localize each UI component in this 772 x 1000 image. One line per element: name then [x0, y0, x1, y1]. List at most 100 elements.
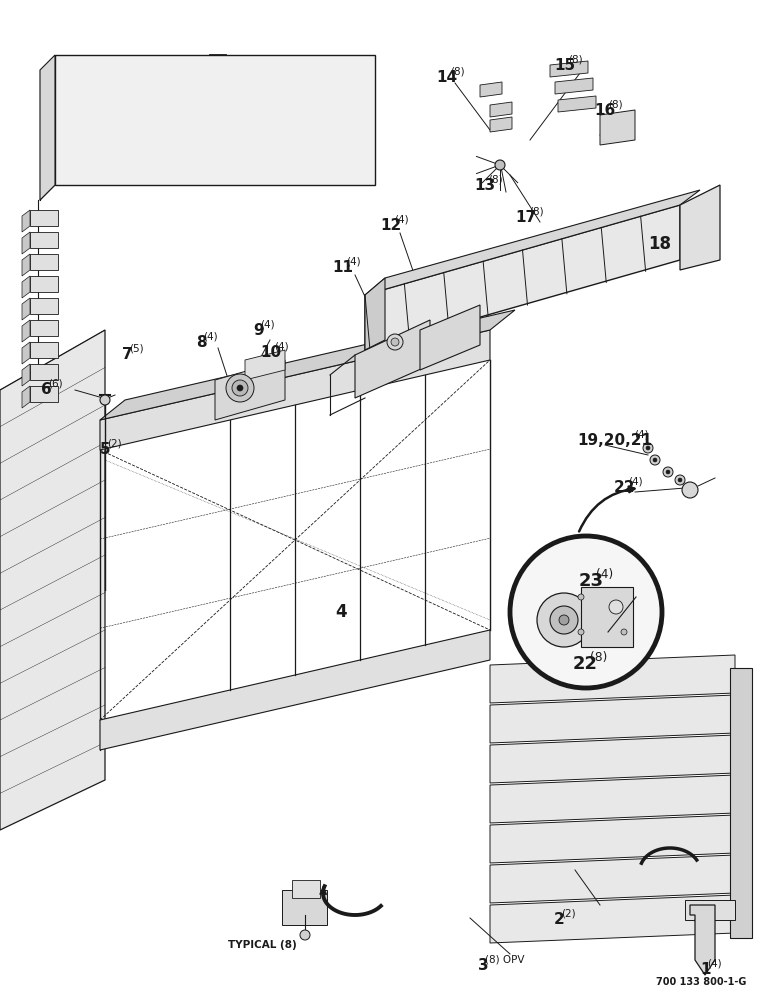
Text: (8): (8) [568, 55, 583, 65]
Polygon shape [100, 630, 490, 750]
Text: (6): (6) [48, 379, 63, 389]
Text: (8): (8) [608, 100, 623, 110]
Text: 23: 23 [579, 572, 604, 590]
Polygon shape [365, 190, 700, 295]
Bar [282, 890, 327, 925]
Text: 9: 9 [253, 323, 263, 338]
Circle shape [675, 475, 685, 485]
Polygon shape [30, 342, 58, 358]
Polygon shape [30, 298, 58, 314]
Polygon shape [490, 735, 735, 783]
Circle shape [391, 338, 399, 346]
Polygon shape [490, 815, 735, 863]
Text: 7: 7 [122, 347, 133, 362]
Circle shape [495, 160, 505, 170]
Polygon shape [420, 305, 480, 370]
Text: (4): (4) [274, 342, 289, 352]
Text: (4): (4) [635, 430, 648, 440]
Polygon shape [355, 320, 430, 398]
Text: 15: 15 [554, 58, 575, 73]
Polygon shape [490, 895, 735, 943]
Polygon shape [480, 82, 502, 97]
Polygon shape [555, 78, 593, 94]
Circle shape [666, 470, 670, 474]
Text: 8: 8 [196, 335, 207, 350]
Text: 4: 4 [335, 603, 347, 621]
Text: 2: 2 [554, 912, 565, 927]
Circle shape [232, 380, 248, 396]
Polygon shape [680, 185, 720, 270]
Polygon shape [0, 330, 105, 830]
Polygon shape [22, 364, 30, 386]
Text: (4): (4) [628, 477, 643, 487]
Polygon shape [22, 342, 30, 364]
Polygon shape [30, 386, 58, 402]
Text: 12: 12 [380, 218, 401, 233]
Text: (8): (8) [489, 175, 503, 185]
Text: TYPICAL (8): TYPICAL (8) [228, 940, 296, 950]
Text: (4): (4) [347, 257, 361, 267]
Text: 1: 1 [700, 962, 710, 977]
Polygon shape [550, 61, 588, 77]
Circle shape [578, 594, 584, 600]
Text: (2): (2) [561, 909, 576, 919]
Circle shape [650, 455, 660, 465]
Polygon shape [22, 276, 30, 298]
Polygon shape [30, 364, 58, 380]
Text: (4): (4) [596, 568, 613, 581]
Text: 13: 13 [474, 178, 495, 193]
Circle shape [550, 606, 578, 634]
Text: 6: 6 [41, 382, 52, 397]
Bar [292, 880, 320, 898]
Circle shape [300, 930, 310, 940]
Polygon shape [490, 117, 512, 132]
Polygon shape [365, 278, 385, 350]
Circle shape [100, 395, 110, 405]
Text: (4): (4) [203, 332, 218, 342]
Polygon shape [558, 96, 596, 112]
Text: (4): (4) [707, 959, 722, 969]
Text: 5: 5 [100, 442, 110, 457]
Polygon shape [490, 775, 735, 823]
Text: (5): (5) [129, 344, 144, 354]
Text: 22: 22 [614, 480, 635, 495]
Polygon shape [30, 276, 58, 292]
Circle shape [237, 385, 243, 391]
Text: (2): (2) [107, 439, 122, 449]
Polygon shape [490, 855, 735, 903]
Text: 18: 18 [648, 235, 671, 253]
Polygon shape [22, 254, 30, 276]
Polygon shape [100, 310, 515, 420]
Bar [685, 900, 735, 920]
Polygon shape [365, 205, 680, 350]
Polygon shape [22, 210, 30, 232]
Circle shape [621, 629, 627, 635]
Circle shape [663, 467, 673, 477]
Polygon shape [30, 232, 58, 248]
Polygon shape [55, 55, 375, 185]
Polygon shape [22, 320, 30, 342]
Text: 16: 16 [594, 103, 615, 118]
Circle shape [510, 536, 662, 688]
Polygon shape [40, 55, 55, 200]
Text: (8) OPV: (8) OPV [485, 955, 525, 965]
Polygon shape [22, 386, 30, 408]
Text: 14: 14 [436, 70, 457, 85]
Text: (4): (4) [394, 215, 409, 225]
Circle shape [537, 593, 591, 647]
Bar [730, 668, 752, 938]
Text: 19,20,21: 19,20,21 [577, 433, 652, 448]
Text: 22: 22 [573, 655, 598, 673]
Polygon shape [490, 102, 512, 117]
Text: 700 133 800-1-G: 700 133 800-1-G [656, 977, 747, 987]
Text: 17: 17 [515, 210, 536, 225]
Circle shape [609, 600, 623, 614]
Circle shape [653, 458, 657, 462]
Polygon shape [100, 330, 490, 450]
Polygon shape [215, 360, 285, 420]
Bar [581, 587, 633, 647]
Polygon shape [30, 254, 58, 270]
Polygon shape [490, 655, 735, 703]
Polygon shape [245, 350, 285, 380]
Circle shape [646, 446, 650, 450]
